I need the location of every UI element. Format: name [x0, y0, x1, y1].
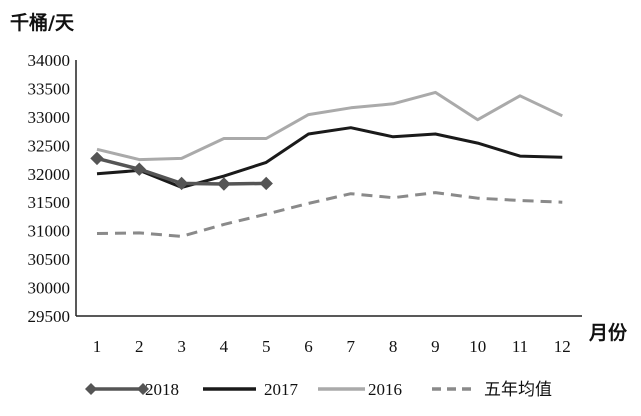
y-tick-label: 30500	[28, 250, 71, 269]
series-2017	[96, 126, 563, 189]
x-tick-label: 1	[93, 337, 102, 356]
series-五年均值	[96, 191, 563, 238]
series-line	[96, 90, 563, 162]
y-tick-label: 30000	[28, 279, 71, 298]
x-tick-label: 3	[177, 337, 186, 356]
data-point-marker	[217, 177, 231, 191]
x-tick-label: 11	[512, 337, 528, 356]
legend-label: 2016	[368, 380, 402, 399]
series-line	[96, 126, 563, 189]
x-axis-unit-label: 月份	[589, 322, 628, 344]
y-tick-label: 33500	[28, 79, 71, 98]
y-tick-label: 32500	[28, 136, 71, 155]
legend-label: 2017	[264, 380, 299, 399]
x-tick-label: 10	[469, 337, 486, 356]
data-point-marker	[132, 162, 147, 176]
x-tick-label: 5	[262, 337, 271, 356]
chart-series	[90, 90, 563, 238]
series-line	[96, 191, 563, 238]
data-point-marker	[90, 151, 104, 166]
y-tick-label: 33000	[28, 108, 71, 127]
x-tick-label: 8	[389, 337, 398, 356]
x-tick-label: 9	[431, 337, 440, 356]
x-tick-label: 6	[304, 337, 313, 356]
legend-item-2017: 2017	[203, 380, 299, 399]
legend-marker	[137, 383, 149, 395]
y-axis-ticks: 29500 30000 30500 31000 31500 32000 32500 33000…	[28, 51, 71, 326]
data-point-marker	[259, 176, 273, 191]
chart-axes	[75, 60, 582, 317]
x-tick-label: 2	[135, 337, 144, 356]
legend-item-五年均值: 五年均值	[432, 380, 552, 400]
legend-item-2016: 2016	[318, 380, 402, 399]
legend-item-2018: 2018	[85, 380, 179, 399]
y-axis-unit-label: 千桶/天	[10, 12, 74, 34]
legend-marker	[85, 383, 97, 395]
y-tick-label: 31000	[28, 222, 71, 241]
x-axis-ticks: 1 2 3 4 5 6 7 8 9 10 11 12	[93, 337, 571, 356]
series-2018	[90, 151, 273, 191]
data-point-marker	[174, 176, 189, 191]
x-tick-label: 12	[554, 337, 571, 356]
series-2016	[96, 90, 563, 162]
y-tick-label: 29500	[28, 307, 71, 326]
legend-label: 五年均值	[484, 380, 552, 400]
x-tick-label: 4	[220, 337, 229, 356]
y-tick-label: 31500	[28, 193, 71, 212]
x-tick-label: 7	[347, 337, 356, 356]
chart-legend: 2018 2017 2016 五年均值	[85, 380, 552, 400]
y-tick-label: 34000	[28, 51, 71, 70]
legend-label: 2018	[145, 380, 179, 399]
y-tick-label: 32000	[28, 165, 71, 184]
